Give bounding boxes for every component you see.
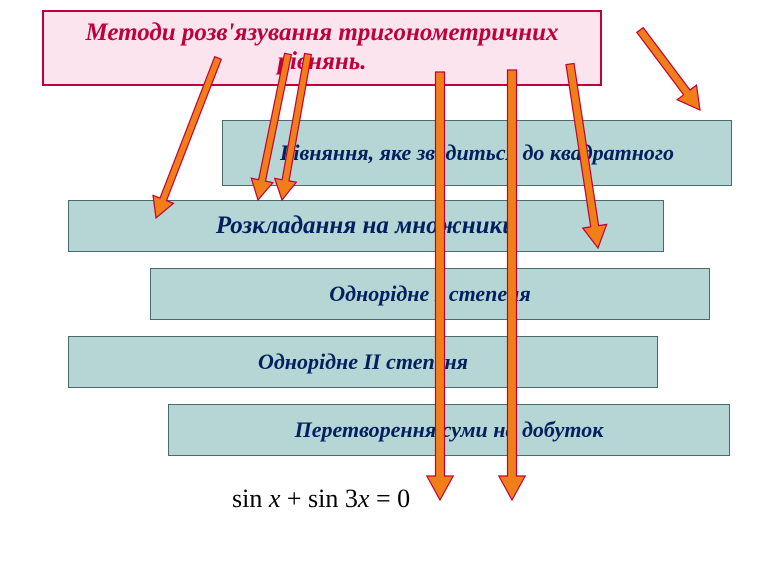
method-label: Однорідне І степеня — [329, 281, 530, 306]
method-box-homo1: Однорідне І степеня — [150, 268, 710, 320]
arrow-a7 — [637, 28, 700, 110]
equation-formula: sin x + sin 3x = 0 — [232, 484, 410, 514]
method-label: Рівняння, яке зводиться до квадратного — [280, 140, 674, 165]
title-box: Методи розв'язування тригонометричних рі… — [42, 10, 602, 86]
method-label: Перетворення суми на добуток — [295, 417, 604, 442]
method-box-sumprod: Перетворення суми на добуток — [168, 404, 730, 456]
method-label: Однорідне ІІ степеня — [258, 349, 468, 374]
title-text: Методи розв'язування тригонометричних рі… — [44, 19, 600, 77]
method-box-factor: Розкладання на множники — [68, 200, 664, 252]
method-label: Розкладання на множники — [216, 212, 516, 241]
method-box-homo2: Однорідне ІІ степеня — [68, 336, 658, 388]
method-box-quad: Рівняння, яке зводиться до квадратного — [222, 120, 732, 186]
